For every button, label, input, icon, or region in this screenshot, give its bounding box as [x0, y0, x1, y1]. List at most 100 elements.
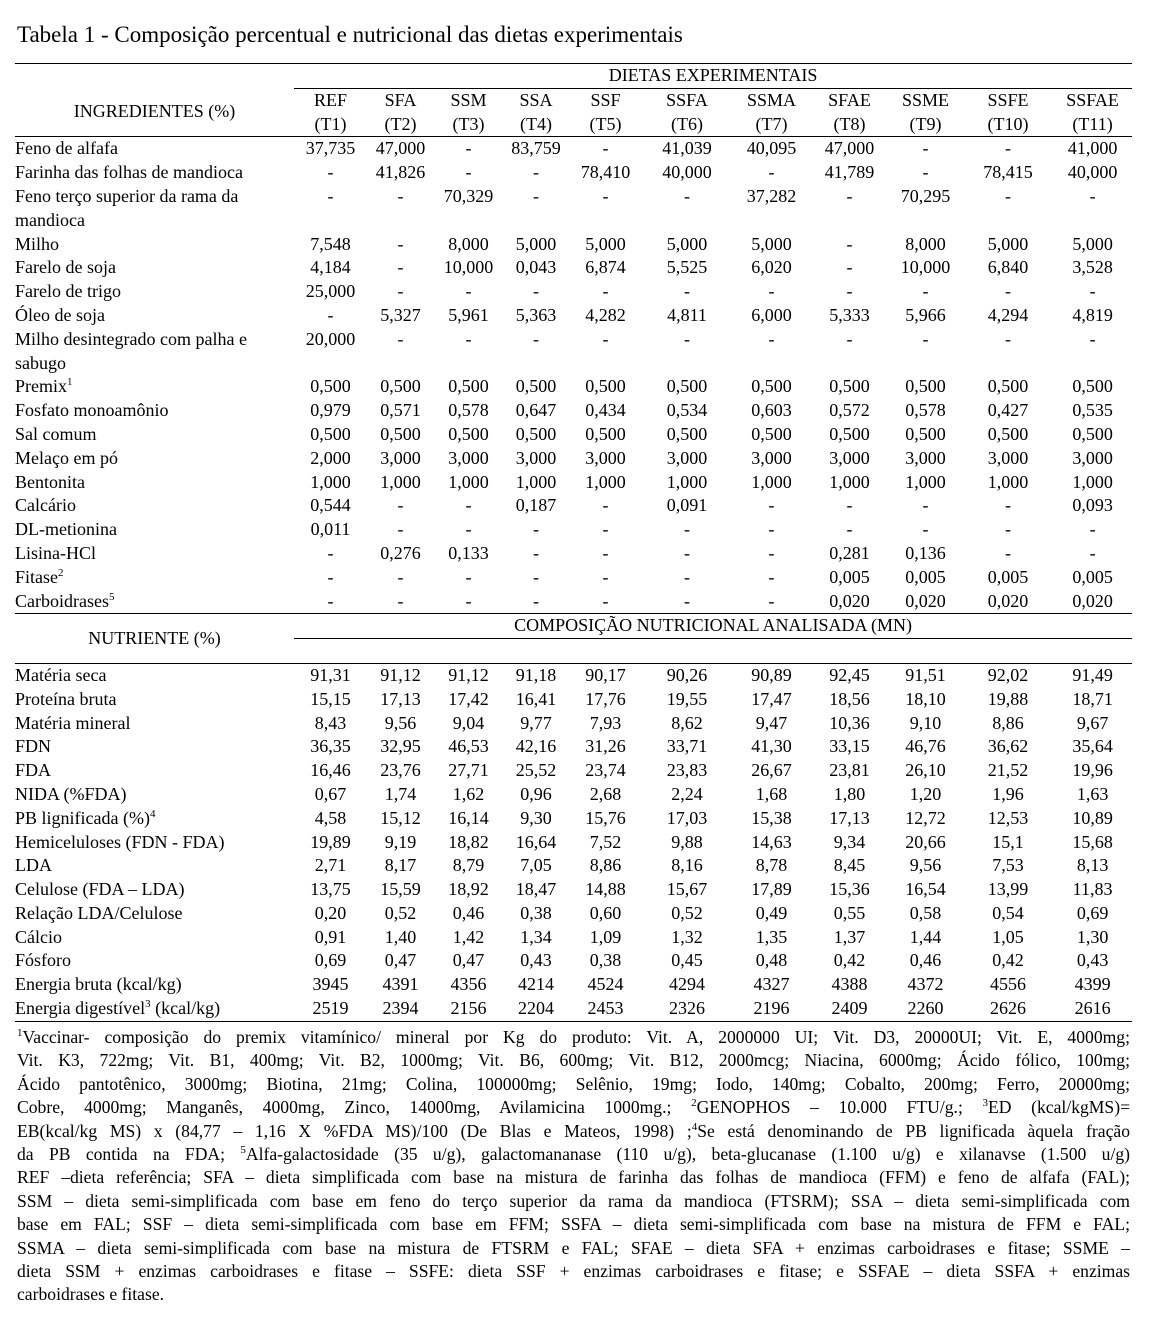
- nutrient-value: 33,71: [666, 736, 708, 757]
- ingredient-value: 10,000: [443, 257, 494, 278]
- nutrient-name: Energia bruta (kcal/kg): [15, 974, 182, 995]
- ingredient-value: 0,093: [1072, 495, 1113, 516]
- ingredient-value: 5,000: [666, 233, 708, 254]
- ingredient-value: 6,020: [751, 257, 792, 278]
- ingredient-value: 0,500: [905, 423, 946, 444]
- ingredient-value: 5,525: [666, 257, 708, 278]
- ingredient-value: -: [465, 566, 472, 587]
- ingredient-value: 1,000: [585, 471, 626, 492]
- diet-code-ssma: SSMA: [746, 89, 797, 110]
- ingredient-value: 0,187: [515, 495, 557, 516]
- ingredient-value: 4,819: [1072, 304, 1113, 325]
- ingredient-value: 6,000: [751, 304, 792, 325]
- nutrient-row: Energia bruta (kcal/kg) 3945 4391 4356 4214 4…: [15, 973, 1132, 997]
- ingredient-value: -: [1005, 495, 1011, 516]
- ingredient-value: 37,282: [746, 185, 797, 206]
- nutrient-value: 2196: [732, 997, 811, 1022]
- ingredient-name: DL-metionina: [15, 519, 117, 540]
- nutrient-value: 26,67: [751, 760, 792, 781]
- ingredient-value: 0,043: [515, 257, 557, 278]
- ingredient-value: -: [684, 281, 690, 302]
- ingredient-value: 0,136: [905, 542, 946, 563]
- ingredient-value: 40,000: [1067, 162, 1118, 183]
- diet-code-sfa: SFA: [384, 89, 417, 110]
- ingredient-value: -: [1089, 519, 1096, 540]
- ingredient-row: Farelo de soja 4,184 - 10,000 0,043 6,874 5,52…: [15, 256, 1132, 280]
- nutrient-value: 9,56: [384, 712, 417, 733]
- ingredient-name: Feno de alfafa: [15, 138, 118, 159]
- nutrient-value: 4294: [669, 974, 705, 995]
- diet-code-ssa: SSA: [519, 89, 553, 110]
- ingredient-value: 0,133: [448, 542, 489, 563]
- ingredient-value: 0,979: [310, 400, 351, 421]
- nutrient-value: 9,77: [520, 712, 552, 733]
- nutrient-value: 0,38: [520, 902, 552, 923]
- nutrient-row: LDA 2,71 8,17 8,79 7,05 8,86 8,16 8,78 8,45 9,56 7…: [15, 854, 1132, 878]
- ingredient-value: 5,000: [515, 233, 557, 254]
- nutrient-value: 18,71: [1072, 688, 1113, 709]
- ingredient-value: -: [1089, 328, 1096, 349]
- nutrient-value: 18,47: [515, 879, 557, 900]
- ingredient-value: -: [533, 566, 539, 587]
- nutrient-value: 0,58: [909, 902, 942, 923]
- nutrient-value: 7,05: [520, 855, 552, 876]
- nutrient-value: 12,53: [987, 807, 1029, 828]
- ingredient-value: 1,000: [987, 471, 1029, 492]
- group-header-row: DIETAS EXPERIMENTAIS: [15, 63, 1133, 89]
- nutrient-value: 1,05: [992, 926, 1024, 947]
- ingredient-value: 0,500: [1072, 423, 1113, 444]
- ingredient-value: 0,005: [829, 566, 870, 587]
- nutrient-value: 15,12: [380, 807, 421, 828]
- diet-treatment-9: (T9): [888, 112, 963, 138]
- ingredients-header: INGREDIENTES (%): [15, 88, 294, 138]
- nutrient-value: 4388: [831, 974, 868, 995]
- ingredient-value: -: [1005, 138, 1011, 159]
- ingredient-value: -: [533, 162, 539, 183]
- ingredient-value: 5,961: [448, 304, 489, 325]
- nutrient-value: 14,63: [751, 831, 792, 852]
- nutrient-value: 90,26: [666, 664, 708, 685]
- ingredient-value: 0,500: [905, 376, 946, 397]
- nutrient-value: 13,99: [987, 879, 1029, 900]
- footnote-line: SSM – dieta semi-simplificada com base e…: [17, 1190, 1130, 1211]
- ingredient-value: 0,603: [751, 400, 792, 421]
- nutrient-value: 23,81: [829, 760, 870, 781]
- nutrient-row: FDN 36,35 32,95 46,53 42,16 31,26 33,71 41,30 33…: [15, 735, 1132, 759]
- ingredient-value: -: [465, 519, 472, 540]
- ingredient-value: 0,500: [585, 423, 626, 444]
- nutrient-value: 4391: [382, 974, 419, 995]
- ingredient-value: -: [434, 589, 503, 615]
- ingredient-value: -: [397, 519, 404, 540]
- ingredient-value: -: [503, 589, 569, 615]
- nutrient-value: 15,59: [380, 879, 421, 900]
- nutrient-value: 91,12: [448, 664, 489, 685]
- ingredient-value: -: [1005, 281, 1011, 302]
- ingredient-value: -: [465, 281, 472, 302]
- nutrient-value: 8,86: [589, 855, 622, 876]
- nutrient-name: Proteína bruta: [15, 688, 117, 709]
- nutrient-value: 2519: [294, 997, 367, 1022]
- ingredient-value: -: [602, 519, 609, 540]
- ingredient-value: 2,000: [310, 447, 351, 468]
- ingredient-row: Milho 7,548 - 8,000 5,000 5,000 5,000 5,000 - 8,0…: [15, 233, 1132, 257]
- ingredient-value: 1,000: [515, 471, 557, 492]
- nutrient-value: 46,53: [448, 736, 489, 757]
- ingredient-value: 83,759: [511, 138, 561, 159]
- ingredient-value: 1,000: [310, 471, 351, 492]
- nutrient-value: 0,52: [384, 902, 417, 923]
- ingredient-name-continued: mandioca: [15, 209, 85, 230]
- diet-treatment-8: (T8): [811, 112, 888, 138]
- nutrient-value: 15,36: [829, 879, 870, 900]
- ingredient-value: -: [768, 281, 775, 302]
- ingredient-value: -: [397, 281, 404, 302]
- ingredient-value: 0,005: [987, 566, 1029, 587]
- nutrient-value: 16,54: [905, 879, 946, 900]
- ingredient-value: 78,415: [983, 162, 1033, 183]
- nutrient-value: 10,36: [829, 712, 870, 733]
- nutrient-value: 17,89: [751, 879, 792, 900]
- nutrient-value: 1,35: [755, 926, 788, 947]
- nutrient-name: Matéria mineral: [15, 712, 131, 733]
- ingredient-row-continuation: sabugo: [15, 352, 1132, 376]
- nutrient-value: 21,52: [987, 760, 1029, 781]
- ingredient-value: 3,000: [448, 447, 489, 468]
